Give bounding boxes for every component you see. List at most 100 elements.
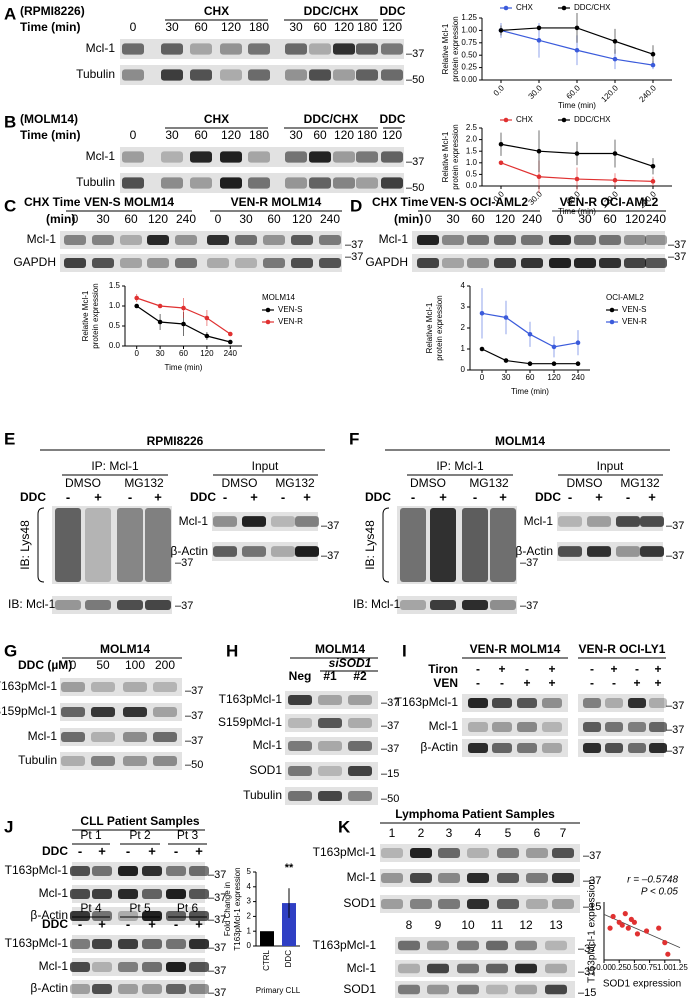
blot-band — [190, 151, 212, 163]
point — [575, 361, 581, 367]
sign: - — [476, 662, 480, 676]
bracket — [37, 507, 45, 583]
point — [551, 344, 557, 350]
row-label: Mcl-1 — [429, 719, 459, 733]
point — [527, 332, 533, 337]
ip-label: IP: Mcl-1 — [91, 459, 139, 473]
time-value: 30 — [96, 212, 110, 226]
patient: Pt 2 — [129, 828, 151, 842]
blot-band — [486, 984, 508, 995]
blot — [462, 718, 568, 736]
point — [157, 303, 163, 309]
lane: 1 — [389, 826, 396, 840]
y-axis-label: T163pMcl-1 expression — [233, 867, 242, 950]
point — [634, 931, 641, 937]
blot-band — [118, 865, 138, 877]
mw-marker: –37 — [666, 550, 684, 562]
point — [612, 177, 618, 183]
point — [228, 331, 233, 337]
blot-band — [309, 69, 331, 81]
blot-band — [497, 872, 519, 884]
bar — [282, 903, 296, 946]
blot-band — [122, 69, 144, 81]
row-label: β-Actin — [30, 981, 68, 995]
blot-band — [235, 234, 257, 246]
lane: #2 — [353, 669, 367, 683]
y-tick-label: 0.00 — [461, 75, 477, 84]
lane: 9 — [435, 918, 442, 932]
blot-band — [288, 694, 312, 706]
blot-band — [587, 516, 611, 527]
sign: - — [128, 489, 132, 504]
blot-band — [70, 983, 90, 995]
blot-band — [492, 697, 512, 709]
blot-band — [189, 910, 209, 922]
bracket — [382, 507, 390, 583]
time-value: 180 — [357, 20, 377, 34]
patient: Pt 3 — [177, 828, 199, 842]
blot — [395, 937, 575, 954]
y-tick-label: 0.5 — [109, 321, 121, 330]
blot-band — [467, 234, 489, 246]
mw-marker: –37 — [208, 869, 226, 881]
ddc-label: DDC — [20, 490, 46, 504]
blot-band — [400, 508, 426, 582]
sign: - — [473, 489, 477, 504]
treatment-label: Tiron — [428, 662, 458, 676]
blot-band — [189, 888, 209, 900]
blot-band — [438, 872, 460, 884]
blot-band — [248, 43, 270, 55]
row-label: T163pMcl-1 — [5, 936, 69, 950]
y-tick-label: 1 — [461, 344, 466, 353]
blot-band — [147, 257, 169, 269]
legend-label: VEN-R — [622, 317, 647, 326]
mw-marker: –37 — [406, 156, 424, 168]
blot-band — [220, 43, 242, 55]
time-value: 240 — [320, 212, 340, 226]
point — [574, 176, 580, 182]
panel-letter: A — [4, 4, 16, 23]
time-value: 240 — [176, 212, 196, 226]
row-label: Mcl-1 — [27, 232, 57, 246]
blot-band — [91, 731, 115, 743]
blot-band — [521, 257, 543, 269]
blot-band — [285, 69, 307, 81]
treatment: MG132 — [469, 476, 509, 490]
blot-band — [628, 697, 646, 709]
legend-marker — [561, 117, 567, 123]
mw-marker: –37 — [406, 48, 424, 60]
point — [650, 179, 656, 184]
blot-band — [356, 43, 378, 55]
blot-band — [410, 898, 432, 910]
legend-marker — [265, 319, 271, 325]
point — [527, 361, 533, 367]
blot-band — [55, 508, 81, 582]
legend-marker — [561, 5, 567, 11]
group-label: DDC — [380, 4, 406, 18]
blot-band — [542, 697, 562, 709]
time-label: (min) — [46, 212, 75, 226]
blot-band — [333, 177, 355, 189]
blot-band — [410, 847, 432, 859]
row-label: Tubulin — [76, 175, 115, 189]
row-label: β-Actin — [30, 908, 68, 922]
time-value: 240 — [522, 212, 542, 226]
legend-label: VEN-R — [278, 317, 303, 326]
blot-band — [319, 234, 341, 246]
blot-band — [64, 234, 86, 246]
x-tick-label: 0 — [480, 373, 485, 382]
y-tick-label: 0 — [247, 941, 252, 950]
blot-band — [318, 790, 342, 802]
point — [551, 361, 557, 367]
y-tick-label: 1.0 — [109, 301, 121, 310]
blot-band — [410, 872, 432, 884]
time-value: 30 — [578, 212, 592, 226]
blot-band — [85, 599, 111, 611]
point — [498, 141, 504, 147]
blot-band — [190, 69, 212, 81]
time-value: 30 — [446, 212, 460, 226]
input-label: Input — [597, 459, 624, 473]
blot-band — [552, 847, 574, 859]
legend-marker — [609, 307, 615, 313]
blot-band — [118, 961, 138, 973]
